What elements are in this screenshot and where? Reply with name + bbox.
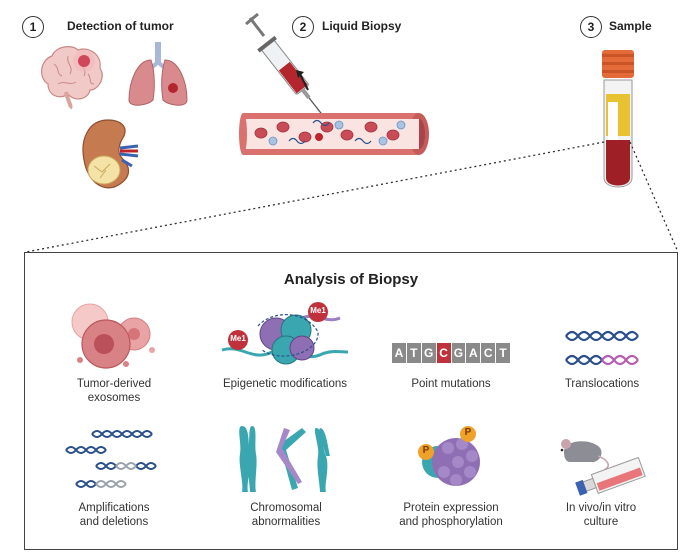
- syringe-icon: [245, 12, 322, 114]
- base-letter: T: [406, 343, 421, 363]
- caption-line: Chromosomal: [250, 502, 322, 514]
- caption-point-mutations: Point mutations: [380, 377, 522, 391]
- base-letter-mutated: C: [436, 343, 451, 363]
- caption-line: and deletions: [79, 516, 149, 528]
- caption-line: exosomes: [87, 392, 141, 404]
- dna-sequence-icon: A T G C G A C T: [392, 343, 510, 363]
- caption-exosomes: Tumor-derived exosomes: [54, 377, 174, 405]
- step-2-title: Liquid Biopsy: [322, 19, 402, 33]
- analysis-panel: Analysis of Biopsy: [24, 252, 678, 550]
- exosomes-icon: [71, 303, 155, 369]
- translocation-dna-icon: [565, 330, 639, 366]
- base-letter: T: [496, 343, 510, 363]
- caption-line: culture: [583, 516, 619, 528]
- caption-line: Point mutations: [411, 378, 491, 390]
- amplification-dna-icon: [65, 430, 157, 488]
- base-letter: A: [392, 343, 406, 363]
- caption-line: abnormalities: [251, 516, 321, 528]
- caption-epigenetic: Epigenetic modifications: [210, 377, 360, 391]
- base-letter: G: [451, 343, 466, 363]
- step-2-number: 2: [292, 16, 314, 38]
- base-letter: A: [466, 343, 481, 363]
- brain-icon: [41, 46, 103, 110]
- caption-culture: In vivo/in vitro culture: [544, 501, 658, 529]
- caption-line: Tumor-derived: [76, 378, 152, 390]
- blood-vessel-icon: [239, 113, 429, 155]
- me1-mark: Me1: [310, 306, 326, 315]
- mouse-flask-icon: [560, 439, 646, 496]
- protein-icon: [418, 426, 480, 486]
- caption-chromosomal: Chromosomal abnormalities: [224, 501, 348, 529]
- base-letter: C: [481, 343, 496, 363]
- kidney-icon: [82, 119, 139, 189]
- caption-amplifications: Amplifications and deletions: [54, 501, 174, 529]
- phospho-mark: P: [422, 445, 430, 456]
- nucleosome-icon: [221, 302, 349, 365]
- step-3-title: Sample: [609, 19, 652, 33]
- step-1-title: Detection of tumor: [67, 19, 174, 33]
- caption-line: and phosphorylation: [399, 516, 503, 528]
- caption-translocations: Translocations: [546, 377, 658, 391]
- step-3-number: 3: [580, 16, 602, 38]
- caption-line: In vivo/in vitro: [565, 502, 637, 514]
- me1-mark: Me1: [230, 334, 246, 343]
- analysis-title: Analysis of Biopsy: [283, 271, 419, 288]
- caption-line: Amplifications: [78, 502, 150, 514]
- caption-line: Epigenetic modifications: [222, 378, 347, 390]
- step-1-number: 1: [22, 16, 44, 38]
- caption-line: Protein expression: [403, 502, 499, 514]
- caption-protein: Protein expression and phosphorylation: [384, 501, 518, 529]
- blood-tube-icon: [602, 50, 634, 188]
- phospho-mark: P: [464, 427, 472, 438]
- caption-line: Translocations: [564, 378, 640, 390]
- lungs-icon: [128, 42, 188, 106]
- chromosomes-icon: [239, 426, 330, 492]
- base-letter: G: [421, 343, 436, 363]
